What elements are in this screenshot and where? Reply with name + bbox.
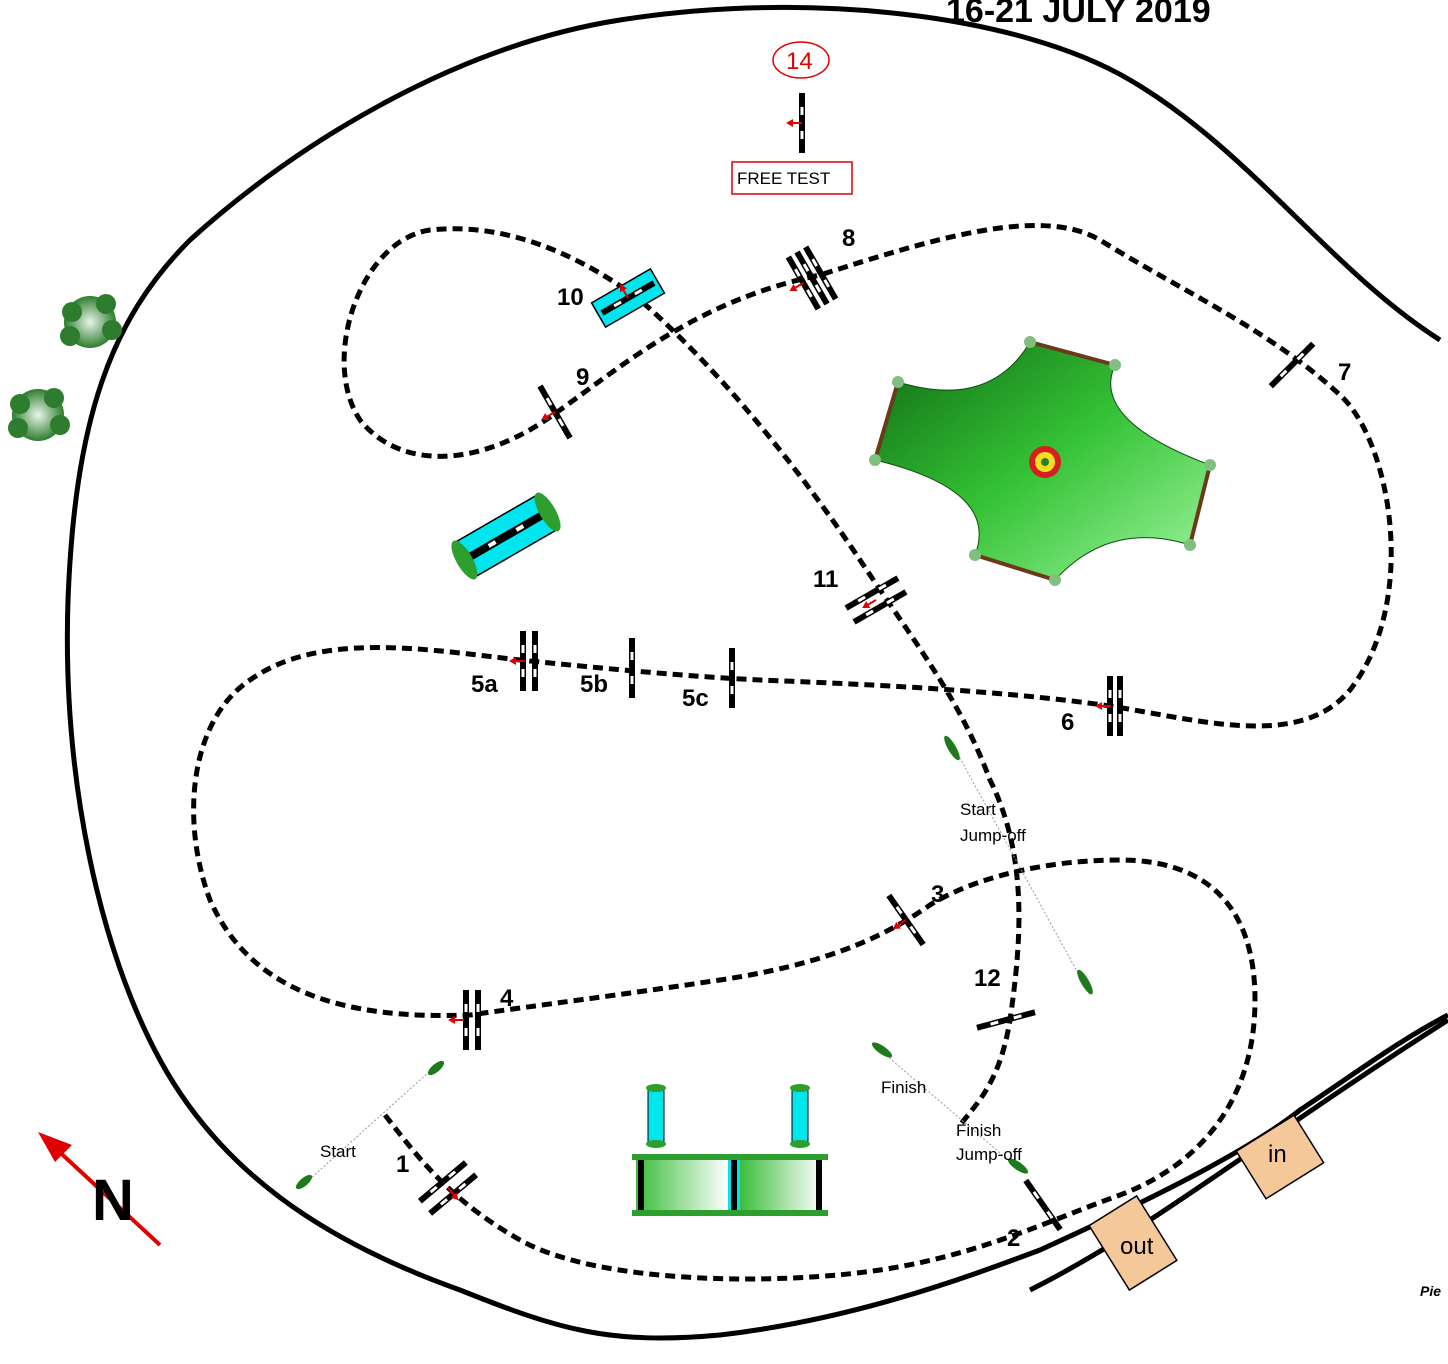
fence-5b [629,638,635,698]
fence-5a-number: 5a [471,671,498,698]
fence-4-number: 4 [500,985,514,1012]
fence-12 [976,1009,1036,1031]
fence-4 [447,990,481,1050]
start-label: Start [320,1142,356,1161]
north-label: N [92,1168,134,1233]
course-route [191,223,1394,1282]
fence-3 [886,893,926,947]
flag-marker [871,1042,1029,1174]
fence-10-number: 10 [557,284,584,311]
fence-1-number: 1 [396,1151,409,1178]
fence-5b-number: 5b [580,671,608,698]
finish-label: Finish [881,1078,926,1097]
fence-14-number: 14 [786,48,813,75]
fence-9-number: 9 [576,364,589,391]
fence-2-number: 2 [1007,1225,1020,1252]
north-arrow-icon [38,1132,162,1247]
gate-out-label: out [1120,1233,1154,1260]
flag-marker [295,1060,445,1190]
fence-9 [537,384,573,440]
arena-boundary [64,4,1448,1341]
designer-credit: Pie [1420,1283,1441,1299]
fence-14-number-circle [772,41,830,79]
free-test-box [731,161,853,195]
finish-jumpoff-label-1: Finish [956,1121,1001,1140]
fence-7-number: 7 [1338,359,1351,386]
fence-5c-number: 5c [682,685,709,712]
fence-12-number: 12 [974,965,1001,992]
tree-icon [8,388,70,441]
tree-icon [60,294,122,348]
fence-10 [590,267,666,329]
hedge-obstacle [632,1084,828,1216]
gate-out [1088,1194,1178,1292]
fence-5a [508,631,538,691]
fence-6-number: 6 [1061,709,1074,736]
arena-edge [1028,1017,1448,1293]
free-test-label: FREE TEST [737,169,830,188]
fence-6 [1094,676,1123,736]
fence-8 [785,245,839,311]
gate-in [1235,1114,1325,1200]
finish-jumpoff-label-2: Jump-off [956,1145,1022,1164]
gate-in-label: in [1268,1141,1287,1168]
start-jumpoff-label-2: Jump-off [960,826,1026,845]
fence-8-number: 8 [842,225,855,252]
flag-marker [944,735,1093,996]
fence-14 [785,93,805,153]
event-dates: 16-21 JULY 2019 [946,0,1211,30]
fence-5c [729,648,735,708]
tent-decoration [869,336,1216,586]
water-tray-obstacle [451,492,561,580]
fence-3-number: 3 [931,881,944,908]
fence-11-number: 11 [813,566,838,593]
start-jumpoff-label-1: Start [960,800,996,819]
